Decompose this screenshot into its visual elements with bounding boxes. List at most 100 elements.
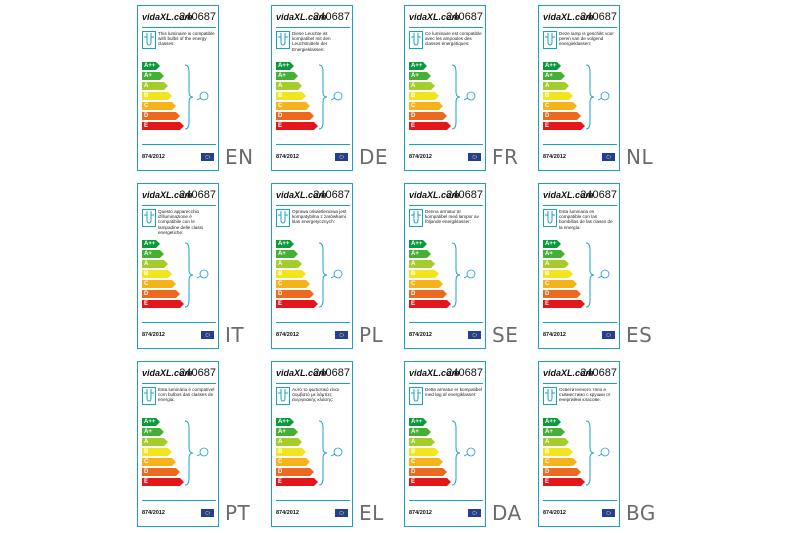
energy-class-label: B: [144, 449, 149, 455]
energy-class-label: A++: [411, 419, 423, 425]
energy-class-bar: E: [142, 478, 186, 486]
energy-class-label: C: [278, 103, 283, 109]
product-code: 240687: [580, 11, 617, 23]
energy-class-label: D: [411, 113, 416, 119]
energy-class-label: D: [144, 469, 149, 475]
product-code: 240687: [179, 189, 216, 201]
energy-class-bar: D: [142, 468, 186, 476]
bulb-icon: [463, 268, 477, 286]
label-header: vidaXL.com 240687: [142, 11, 216, 25]
regulation-number: 874/2012: [543, 154, 566, 160]
energy-class-label: A++: [144, 241, 156, 247]
energy-class-bar: A+: [142, 428, 186, 436]
divider: [276, 205, 350, 206]
energy-class-bar: D: [409, 468, 453, 476]
luminaire-icon: [142, 387, 156, 405]
divider: [543, 144, 617, 145]
energy-class-bar: A++: [409, 62, 453, 70]
product-code: 240687: [446, 189, 483, 201]
language-code: BG: [626, 501, 656, 525]
bulb-icon: [330, 446, 344, 464]
brand-logo: vidaXL.com: [543, 12, 594, 22]
energy-label-card: vidaXL.com 240687 Esta luminária é compatí…: [137, 361, 219, 527]
product-code: 240687: [313, 189, 350, 201]
energy-label-card: vidaXL.com 240687 Deze lamp is geschikt vo…: [538, 5, 620, 171]
energy-class-bar: C: [142, 102, 186, 110]
energy-class-bar: A+: [409, 428, 453, 436]
compatibility-text: Esta luminaria es compatible con las bom…: [559, 209, 613, 230]
range-brace-icon: [318, 64, 328, 135]
eu-flag-icon: [468, 331, 481, 339]
divider: [276, 322, 350, 323]
energy-class-label: A: [411, 83, 416, 89]
product-code: 240687: [313, 367, 350, 379]
divider: [409, 205, 483, 206]
eu-flag-icon: [468, 153, 481, 161]
energy-class-label: E: [144, 123, 149, 129]
eu-flag-icon: [201, 331, 214, 339]
brand-logo: vidaXL.com: [142, 368, 193, 378]
energy-class-bar: C: [276, 102, 320, 110]
energy-label-cell: vidaXL.com 240687 Осветителното тяло е съв…: [538, 361, 758, 533]
energy-class-label: B: [545, 271, 550, 277]
brand-logo: vidaXL.com: [409, 12, 460, 22]
luminaire-icon: [409, 387, 423, 405]
energy-class-bar: A: [409, 82, 453, 90]
bulb-icon: [597, 268, 611, 286]
regulation-number: 874/2012: [276, 332, 299, 338]
energy-class-label: B: [144, 271, 149, 277]
energy-class-bar: A++: [543, 240, 587, 248]
energy-class-label: B: [144, 93, 149, 99]
energy-label-cell: vidaXL.com 240687 Αυτό το φωτιστικό είναι …: [271, 361, 491, 533]
energy-label-card: vidaXL.com 240687 This luminaire is compat…: [137, 5, 219, 171]
energy-class-bar: A: [409, 438, 453, 446]
brand-logo: vidaXL.com: [409, 190, 460, 200]
energy-class-label: E: [411, 123, 416, 129]
energy-class-scale: A++ A+ A B C D E: [142, 62, 186, 132]
energy-label-card: vidaXL.com 240687 Αυτό το φωτιστικό είναι …: [271, 361, 353, 527]
energy-class-label: B: [545, 449, 550, 455]
divider: [543, 205, 617, 206]
energy-class-label: E: [144, 479, 149, 485]
energy-class-bar: C: [276, 458, 320, 466]
energy-class-label: D: [144, 113, 149, 119]
divider: [409, 322, 483, 323]
label-header: vidaXL.com 240687: [409, 189, 483, 203]
energy-class-bar: B: [409, 270, 453, 278]
energy-class-bar: E: [276, 478, 320, 486]
divider: [409, 27, 483, 28]
divider: [142, 27, 216, 28]
energy-class-bar: E: [409, 122, 453, 130]
energy-label-cell: vidaXL.com 240687 Denna armatur är kompati…: [404, 183, 624, 355]
energy-class-bar: A+: [276, 250, 320, 258]
product-code: 240687: [446, 11, 483, 23]
compatibility-text: Esta luminária é compatível com bulbos d…: [158, 387, 215, 403]
energy-class-label: C: [144, 459, 149, 465]
bulb-icon: [196, 90, 210, 108]
energy-class-bar: B: [276, 92, 320, 100]
luminaire-icon: [543, 387, 557, 405]
energy-class-bar: A++: [409, 240, 453, 248]
energy-class-bar: B: [409, 92, 453, 100]
label-header: vidaXL.com 240687: [276, 11, 350, 25]
energy-class-label: A: [545, 261, 550, 267]
luminaire-icon: [142, 209, 156, 227]
compatibility-text: Denna armatur är kompatibel med lampor a…: [425, 209, 479, 225]
range-brace-icon: [585, 242, 595, 313]
label-header: vidaXL.com 240687: [276, 189, 350, 203]
compatibility-text: Αυτό το φωτιστικό είναι συμβατό με λάμπε…: [292, 387, 339, 403]
energy-class-label: C: [144, 103, 149, 109]
energy-class-bar: A++: [276, 418, 320, 426]
energy-class-bar: A+: [276, 428, 320, 436]
bulb-icon: [196, 446, 210, 464]
product-code: 240687: [179, 367, 216, 379]
energy-label-cell: vidaXL.com 240687 Diese Leuchte ist kompat…: [271, 5, 491, 177]
energy-class-bar: A: [142, 82, 186, 90]
luminaire-icon: [543, 209, 557, 227]
energy-class-label: A: [545, 439, 550, 445]
energy-class-label: A+: [144, 251, 152, 257]
energy-class-label: E: [545, 479, 550, 485]
energy-class-label: A: [278, 261, 283, 267]
bulb-icon: [597, 90, 611, 108]
regulation-number: 874/2012: [409, 510, 432, 516]
